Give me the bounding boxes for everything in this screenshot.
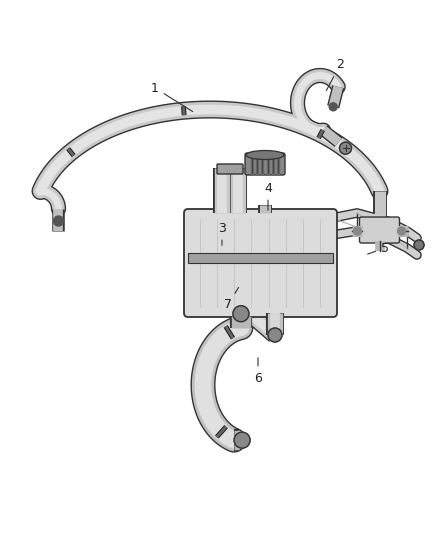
Text: 6: 6 <box>254 358 262 384</box>
Text: 3: 3 <box>218 222 226 245</box>
Circle shape <box>329 103 337 111</box>
FancyBboxPatch shape <box>360 217 399 243</box>
Circle shape <box>53 216 64 226</box>
Circle shape <box>414 240 424 250</box>
Ellipse shape <box>246 150 284 159</box>
Text: 2: 2 <box>326 59 344 91</box>
FancyBboxPatch shape <box>188 253 333 263</box>
Text: 1: 1 <box>151 82 193 111</box>
Text: 4: 4 <box>264 182 272 210</box>
Text: 7: 7 <box>224 287 239 311</box>
Ellipse shape <box>246 158 284 168</box>
Circle shape <box>353 227 361 235</box>
Circle shape <box>233 306 249 322</box>
Circle shape <box>398 227 406 235</box>
FancyBboxPatch shape <box>245 153 285 175</box>
Circle shape <box>339 142 352 154</box>
Circle shape <box>234 432 250 448</box>
Circle shape <box>268 328 282 342</box>
FancyBboxPatch shape <box>217 164 243 174</box>
Text: 5: 5 <box>367 241 389 254</box>
FancyBboxPatch shape <box>184 209 337 317</box>
